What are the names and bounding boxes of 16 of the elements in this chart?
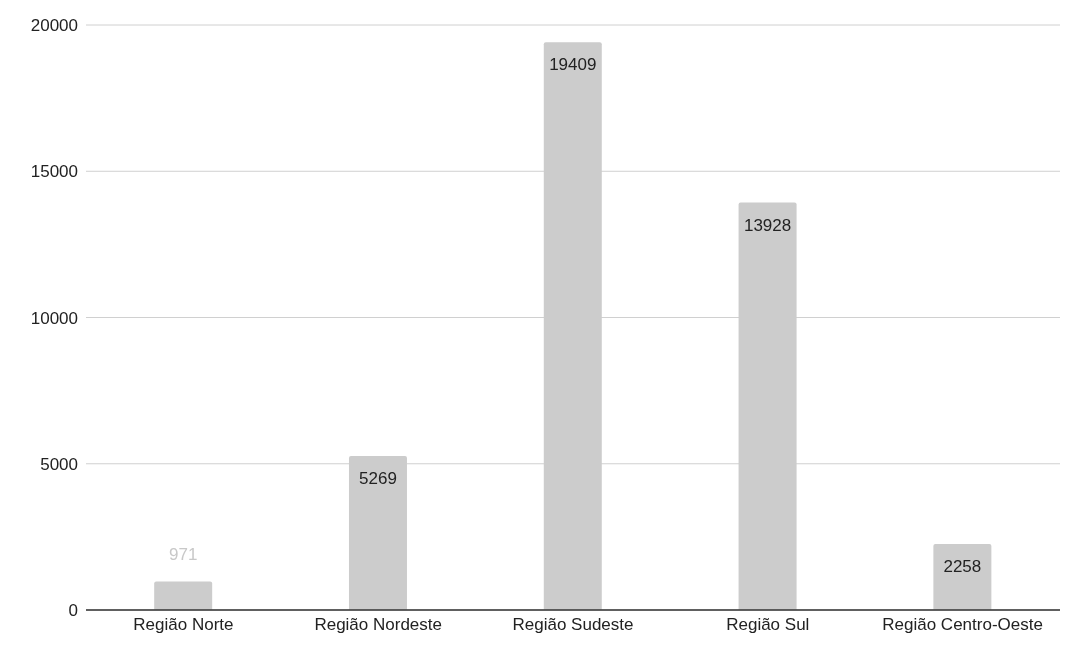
y-tick-label: 5000 xyxy=(40,454,78,474)
y-tick-label: 0 xyxy=(68,601,78,621)
x-tick-label: Região Centro-Oeste xyxy=(882,615,1043,635)
y-tick-label: 20000 xyxy=(30,16,78,36)
x-tick-label: Região Sudeste xyxy=(512,615,634,635)
data-label: 2258 xyxy=(943,556,982,576)
x-tick-label: Região Norte xyxy=(133,615,234,635)
data-label: 13928 xyxy=(743,215,792,235)
data-label: 19409 xyxy=(549,55,597,75)
data-label: 5269 xyxy=(359,468,397,488)
y-tick-label: 10000 xyxy=(30,308,78,328)
x-tick-label: Região Nordeste xyxy=(314,615,442,635)
bar xyxy=(933,543,992,610)
x-tick-label: Região Sul xyxy=(726,615,810,635)
y-tick-label: 15000 xyxy=(30,162,78,182)
bar xyxy=(154,581,213,610)
